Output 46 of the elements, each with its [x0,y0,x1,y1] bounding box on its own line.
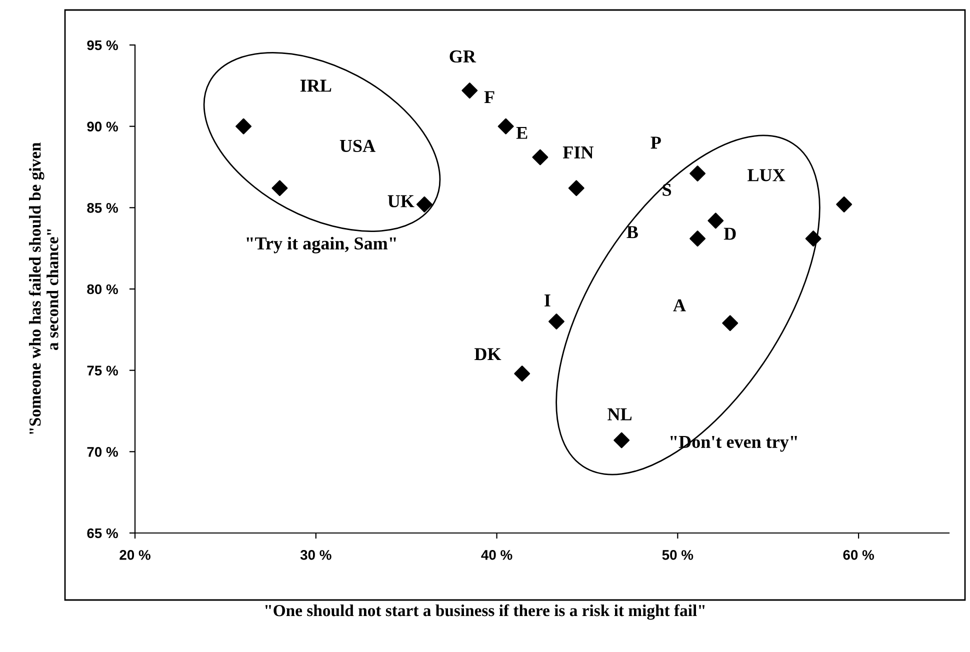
point [690,230,706,247]
annotation: B [626,226,638,238]
annotation: FIN [562,146,594,158]
annotation: NL [608,408,632,420]
point [416,196,432,212]
annotation: GR [450,50,476,63]
annotation: DK [474,348,502,360]
point [805,230,822,247]
annotation: I [544,294,550,306]
annotation: UK [388,195,414,208]
point [236,118,252,134]
annotation: E [516,126,528,139]
point [568,180,584,196]
y-tick-label: 90 % [87,122,118,132]
x-tick-label: 20 % [120,550,150,560]
x-tick-label: 50 % [662,550,694,560]
y-axis-title: "Someone who has failed should be given a second chance" [28,142,58,434]
y-tick-label: 65 % [87,528,118,538]
y-tick-label: 70 % [87,447,118,457]
annotation: P [650,136,661,149]
annotation: F [484,91,494,104]
annotation: "Try it again, Sam" [246,236,396,254]
point [690,166,706,182]
x-tick-label: 30 % [300,550,332,560]
annotation: USA [340,140,376,152]
annotation: LUX [748,169,786,182]
y-tick-label: 95 % [87,40,118,50]
point [548,314,564,330]
x-axis-title: "One should not start a business if there is a risk it might fail" [265,604,705,620]
point [708,212,724,229]
y-tick-label: 75 % [87,366,118,376]
annotation: IRL [300,80,332,92]
point [836,196,852,212]
annotation: D [724,228,736,240]
point [614,432,630,448]
annotation: A [673,299,686,312]
point [272,180,288,196]
point [462,82,478,99]
point [532,149,548,166]
point [498,118,514,134]
point [722,315,738,332]
y-tick-label: 80 % [87,284,118,294]
x-tick-label: 60 % [843,550,874,560]
point [514,366,530,382]
y-tick-label: 85 % [87,203,118,213]
x-tick-label: 40 % [481,550,512,560]
